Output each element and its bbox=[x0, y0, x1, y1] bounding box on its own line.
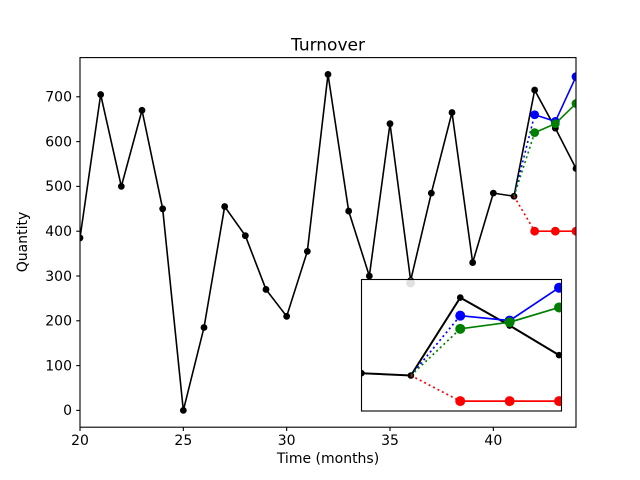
data-point-actual bbox=[241, 232, 249, 240]
inset-plot-area bbox=[361, 282, 562, 407]
data-point-actual bbox=[386, 120, 394, 128]
data-point-actual bbox=[324, 71, 332, 78]
data-point-forecast-low bbox=[455, 396, 466, 407]
data-point-actual bbox=[117, 183, 125, 190]
y-axis-label: Quantity bbox=[15, 212, 31, 273]
axes-spines bbox=[79, 57, 577, 428]
data-point-forecast-low bbox=[530, 226, 540, 236]
data-point-actual bbox=[365, 272, 373, 280]
data-point-forecast-low bbox=[504, 396, 515, 407]
data-point-actual bbox=[97, 91, 105, 98]
occluded-data-point bbox=[406, 278, 416, 288]
y-tick-label: 0 bbox=[63, 403, 72, 419]
data-point-forecast-low bbox=[554, 396, 562, 407]
data-point-actual bbox=[361, 369, 365, 377]
data-point-forecast-low bbox=[550, 226, 560, 236]
data-point-actual bbox=[221, 203, 229, 210]
y-tick-label: 400 bbox=[45, 224, 72, 240]
data-point-forecast-mid bbox=[554, 302, 562, 313]
chart-title: Turnover bbox=[290, 36, 365, 56]
series-connector-forecast-mid bbox=[513, 132, 536, 197]
data-point-actual bbox=[555, 351, 562, 359]
y-tick-label: 600 bbox=[45, 134, 72, 150]
data-point-forecast-high bbox=[554, 282, 562, 293]
data-point-forecast-high bbox=[455, 310, 466, 321]
x-tick-label: 25 bbox=[174, 433, 192, 449]
x-tick-label: 20 bbox=[71, 433, 89, 449]
data-point-actual bbox=[262, 286, 270, 293]
data-point-actual bbox=[200, 324, 208, 331]
data-point-actual bbox=[456, 294, 464, 301]
main-plot-area bbox=[80, 71, 576, 414]
y-tick-label: 500 bbox=[45, 179, 72, 195]
data-point-actual bbox=[345, 207, 353, 215]
series-connector-forecast-low bbox=[513, 195, 536, 232]
inset-border bbox=[360, 278, 563, 412]
data-point-actual bbox=[572, 165, 576, 172]
data-point-actual bbox=[531, 86, 539, 94]
series-connector-forecast-high bbox=[513, 114, 536, 197]
data-point-forecast-low bbox=[571, 226, 576, 236]
data-point-forecast-mid bbox=[571, 99, 576, 108]
data-point-forecast-high bbox=[571, 72, 576, 82]
series-connector-forecast-low bbox=[410, 374, 461, 402]
data-point-actual bbox=[448, 109, 456, 116]
y-tick-label: 100 bbox=[45, 358, 72, 374]
data-point-forecast-mid bbox=[530, 128, 540, 138]
inset-axes bbox=[360, 278, 563, 412]
y-tick-label: 700 bbox=[45, 90, 72, 106]
data-point-actual bbox=[427, 189, 435, 197]
data-point-actual bbox=[138, 106, 146, 114]
y-tick-label: 200 bbox=[45, 314, 72, 330]
inset-background bbox=[361, 279, 562, 411]
x-tick-label: 35 bbox=[381, 433, 399, 449]
data-point-forecast-mid bbox=[504, 317, 515, 328]
data-point-actual bbox=[283, 312, 291, 320]
data-point-forecast-mid bbox=[550, 119, 560, 129]
data-point-actual bbox=[159, 205, 167, 213]
data-point-actual bbox=[469, 259, 477, 266]
data-point-actual bbox=[489, 189, 497, 197]
data-point-actual bbox=[303, 247, 311, 255]
data-point-forecast-mid bbox=[455, 323, 466, 334]
x-axis-label: Time (months) bbox=[276, 451, 379, 467]
data-point-actual bbox=[80, 234, 84, 242]
data-point-forecast-high bbox=[530, 110, 540, 120]
x-tick-label: 30 bbox=[278, 433, 296, 449]
series-connector-forecast-mid bbox=[410, 328, 461, 377]
x-tick-label: 40 bbox=[484, 433, 502, 449]
y-tick-label: 300 bbox=[45, 269, 72, 285]
data-point-actual bbox=[179, 407, 187, 414]
